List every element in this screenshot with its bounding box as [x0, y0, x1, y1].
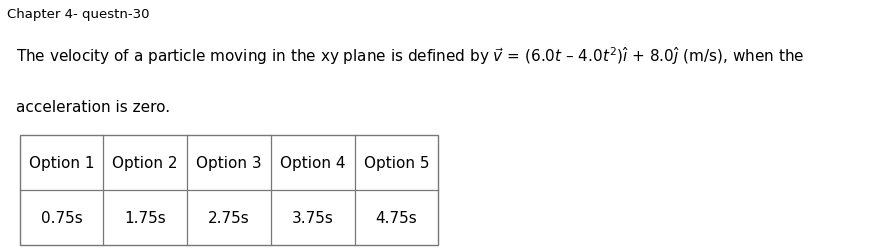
- Text: 2.75s: 2.75s: [208, 210, 249, 225]
- Text: Chapter 4- questn-30: Chapter 4- questn-30: [7, 8, 150, 20]
- Text: Option 3: Option 3: [196, 155, 262, 170]
- Text: Option 5: Option 5: [364, 155, 429, 170]
- Text: 1.75s: 1.75s: [125, 210, 166, 225]
- Text: acceleration is zero.: acceleration is zero.: [16, 100, 170, 115]
- Text: 0.75s: 0.75s: [41, 210, 82, 225]
- Text: 4.75s: 4.75s: [376, 210, 417, 225]
- Text: Option 1: Option 1: [29, 155, 94, 170]
- Text: Option 4: Option 4: [280, 155, 346, 170]
- Text: Option 2: Option 2: [112, 155, 178, 170]
- Bar: [20, 135, 438, 245]
- Text: 3.75s: 3.75s: [292, 210, 333, 225]
- Text: The velocity of a particle moving in the xy plane is defined by $\vec{v}$ = (6.0: The velocity of a particle moving in the…: [16, 45, 805, 67]
